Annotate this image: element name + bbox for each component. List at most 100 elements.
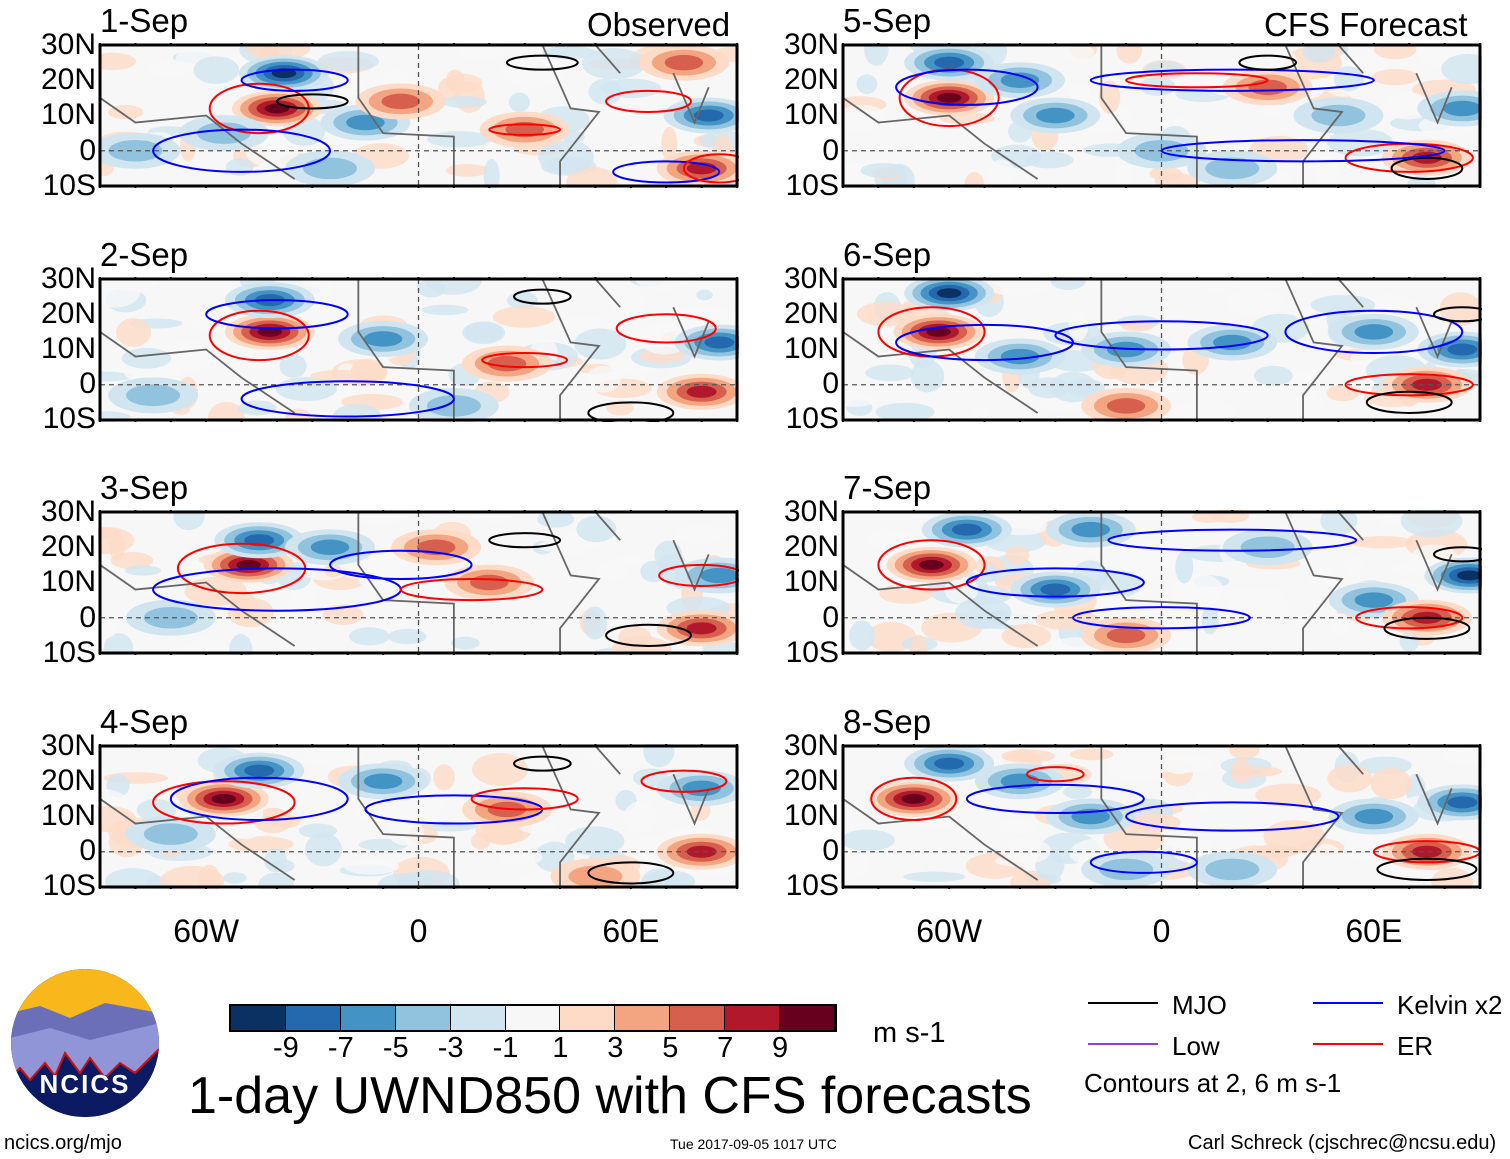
field-noise (1150, 753, 1216, 773)
lat-label: 0 (79, 600, 96, 634)
field-noise (1120, 319, 1154, 331)
mjo-contour (1238, 54, 1297, 71)
field-noise (421, 304, 469, 315)
er-contour (658, 563, 739, 588)
field-noise (98, 52, 137, 71)
lat-label: 30N (40, 728, 96, 762)
wind-anomaly-mark (926, 326, 951, 337)
map-panel (841, 43, 1482, 188)
mjo-contour (605, 623, 692, 647)
lon-label: 60W (173, 912, 240, 949)
field-noise (1149, 166, 1182, 181)
wind-anomaly-mark (363, 773, 403, 789)
field-noise (1001, 748, 1056, 763)
field-noise (229, 633, 253, 655)
field-noise (1106, 749, 1166, 782)
colorbar-tick-label: 9 (772, 1032, 789, 1064)
kelvin-contour (612, 160, 721, 184)
field-noise (288, 589, 317, 619)
field-noise (1191, 511, 1226, 523)
colorbar-units: m s-1 (873, 1017, 946, 1049)
legend-line-mjo (1088, 1002, 1158, 1004)
field-noise (105, 867, 162, 889)
field-noise (301, 747, 365, 767)
lat-label: 10S (785, 635, 839, 669)
mjo-contour (513, 288, 572, 305)
lat-label: 10S (42, 402, 96, 436)
colorbar-swatch (340, 1006, 396, 1030)
field-noise (1116, 43, 1143, 64)
field-noise (227, 597, 274, 628)
wind-anomaly-mark (1040, 583, 1071, 596)
field-noise (264, 847, 287, 872)
er-contour (682, 153, 739, 184)
wind-anomaly-mark (505, 121, 544, 138)
lat-label: 10N (783, 331, 839, 365)
kelvin-contour (1072, 606, 1251, 630)
field-noise (182, 638, 231, 655)
panel-date-title: 1-Sep (100, 2, 189, 39)
field-noise (1226, 287, 1284, 316)
field-noise (1329, 613, 1351, 635)
field-noise (501, 54, 564, 89)
colorbar-swatch (615, 1006, 671, 1030)
field-noise (110, 551, 154, 570)
wind-anomaly-mark (901, 793, 927, 804)
er-contour (470, 786, 579, 810)
figure-title: 1-day UWND850 with CFS forecasts (188, 1067, 1032, 1125)
field-noise (1230, 758, 1252, 784)
field-noise (483, 158, 500, 188)
field-noise (623, 800, 658, 833)
field-noise (969, 406, 992, 422)
mjo-contour (1365, 390, 1453, 414)
lat-label: 0 (822, 367, 839, 401)
field-noise (160, 865, 225, 889)
field-noise (223, 871, 247, 884)
field-noise (1400, 510, 1463, 538)
field-noise (1370, 767, 1412, 799)
coastline (842, 511, 1453, 653)
kelvin-contour (1107, 528, 1358, 552)
field-noise (584, 745, 647, 769)
field-noise (566, 166, 618, 188)
field-noise (349, 627, 390, 646)
panel-date-title: 4-Sep (100, 702, 189, 740)
colorbar-swatch (505, 1006, 561, 1030)
wind-anomaly-mark (143, 606, 198, 629)
lat-label: 10S (785, 869, 839, 903)
field-noise (121, 347, 172, 369)
lat-label: 0 (822, 834, 839, 868)
source-url[interactable]: ncics.org/mjo (4, 1132, 122, 1154)
field-noise (1069, 747, 1114, 760)
kelvin-contour (965, 783, 1145, 814)
wind-anomaly-mark (1205, 858, 1260, 880)
lat-label: 10S (42, 635, 96, 669)
field-noise (1227, 590, 1285, 606)
field-noise (208, 401, 245, 422)
field-noise (193, 56, 240, 84)
wind-anomaly-mark (686, 385, 717, 398)
field-noise (1441, 743, 1482, 766)
field-noise (1200, 276, 1232, 294)
field-noise (588, 78, 623, 105)
legend-label: MJO (1172, 990, 1227, 1020)
legend-line-er (1313, 1043, 1383, 1045)
field-noise (1373, 43, 1417, 60)
wind-anomaly-mark (936, 287, 962, 298)
field-noise (462, 320, 506, 344)
lat-label: 30N (783, 28, 839, 61)
field-noise (536, 510, 575, 528)
field-noise (148, 59, 192, 78)
panel-date-title: 3-Sep (100, 469, 189, 506)
wind-anomaly-mark (236, 559, 261, 570)
field-noise (561, 315, 604, 330)
field-noise (1063, 784, 1093, 799)
wind-anomaly-mark (1248, 79, 1287, 96)
field-noise (576, 515, 617, 543)
field-noise (538, 140, 595, 174)
lon-label: 60E (1345, 912, 1403, 949)
colorbar-swatch (395, 1006, 451, 1030)
er-contour (1355, 606, 1464, 630)
field-noise (986, 159, 1016, 188)
field-noise (989, 610, 1010, 623)
